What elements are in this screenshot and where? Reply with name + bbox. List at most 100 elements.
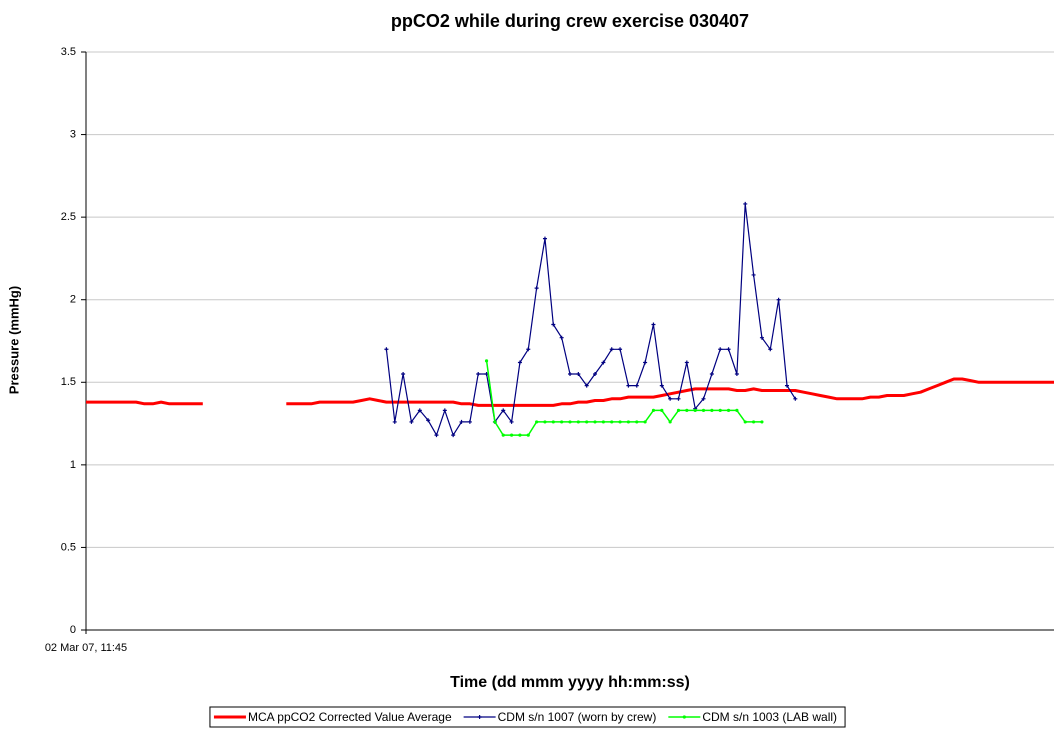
legend-label: MCA ppCO2 Corrected Value Average xyxy=(248,710,452,724)
point-marker xyxy=(585,420,589,424)
point-marker xyxy=(543,420,547,424)
point-marker xyxy=(501,408,506,413)
point-marker xyxy=(426,418,431,423)
point-marker xyxy=(576,372,581,377)
point-marker xyxy=(417,408,422,413)
y-tick-label: 0.5 xyxy=(61,541,76,553)
point-marker xyxy=(635,420,639,424)
y-tick-label: 0 xyxy=(70,624,76,636)
point-marker xyxy=(409,419,414,424)
point-marker xyxy=(634,383,639,388)
point-marker xyxy=(576,420,580,424)
series-group xyxy=(86,377,1054,407)
point-marker xyxy=(610,420,614,424)
point-marker xyxy=(743,420,747,424)
point-marker xyxy=(442,408,447,413)
point-marker xyxy=(760,420,764,424)
point-marker xyxy=(392,419,397,424)
legend-item: CDM s/n 1007 (worn by crew) xyxy=(463,710,657,724)
chart-title: ppCO2 while during crew exercise 030407 xyxy=(391,11,749,31)
point-marker xyxy=(701,396,706,401)
point-marker xyxy=(776,297,781,302)
y-tick-label: 1 xyxy=(70,459,76,471)
point-marker xyxy=(451,433,456,438)
series-group xyxy=(484,359,764,437)
point-marker xyxy=(676,408,681,412)
point-marker xyxy=(534,286,539,291)
y-tick-label: 1.5 xyxy=(61,376,76,388)
point-marker xyxy=(709,372,714,377)
x-axis-title: Time (dd mmm yyyy hh:mm:ss) xyxy=(450,674,690,691)
point-marker xyxy=(682,715,686,719)
point-marker xyxy=(743,201,748,206)
point-marker xyxy=(626,420,631,424)
point-marker xyxy=(726,408,731,412)
point-marker xyxy=(626,383,631,388)
point-marker xyxy=(643,360,648,365)
point-marker xyxy=(551,322,556,327)
point-marker xyxy=(651,322,656,327)
point-marker xyxy=(609,347,614,352)
point-marker xyxy=(401,372,406,377)
point-marker xyxy=(517,360,522,365)
point-marker xyxy=(601,360,606,365)
point-marker xyxy=(467,419,472,424)
point-marker xyxy=(643,420,647,424)
point-marker xyxy=(568,372,572,377)
y-tick-label: 3.5 xyxy=(61,46,76,58)
legend-label: CDM s/n 1003 (LAB wall) xyxy=(702,710,837,724)
point-marker xyxy=(584,383,589,388)
point-marker xyxy=(684,360,689,365)
x-tick-label: 02 Mar 07, 11:45 xyxy=(45,642,127,654)
point-marker xyxy=(651,408,656,412)
point-marker xyxy=(668,420,672,424)
y-tick-label: 2.5 xyxy=(61,211,76,223)
point-marker xyxy=(484,359,489,363)
point-marker xyxy=(693,408,697,412)
point-marker xyxy=(551,420,555,424)
point-marker xyxy=(384,347,389,352)
point-marker xyxy=(685,408,689,412)
point-marker xyxy=(751,420,756,424)
legend-label: CDM s/n 1007 (worn by crew) xyxy=(498,710,657,724)
point-marker xyxy=(701,408,706,412)
point-marker xyxy=(734,372,739,377)
point-marker xyxy=(493,420,497,424)
point-marker xyxy=(784,383,789,388)
point-marker xyxy=(535,420,539,424)
point-marker xyxy=(726,347,731,352)
point-marker xyxy=(509,433,514,437)
point-marker xyxy=(768,347,773,352)
point-marker xyxy=(618,347,623,352)
point-marker xyxy=(568,420,572,424)
series-line xyxy=(86,377,1054,407)
point-marker xyxy=(526,433,530,437)
legend-item: CDM s/n 1003 (LAB wall) xyxy=(668,710,837,724)
point-marker xyxy=(459,419,464,424)
point-marker xyxy=(659,383,664,388)
series-group xyxy=(384,201,798,438)
point-marker xyxy=(501,433,505,437)
point-marker xyxy=(476,372,481,377)
series-line xyxy=(485,360,762,436)
point-marker xyxy=(751,272,756,277)
point-marker xyxy=(518,433,522,437)
point-marker xyxy=(710,408,714,412)
legend-box xyxy=(209,706,846,728)
point-marker xyxy=(526,347,531,352)
y-axis-title: Pressure (mmHg) xyxy=(6,286,21,394)
y-tick-label: 2 xyxy=(70,294,76,306)
point-marker xyxy=(676,396,681,401)
point-marker xyxy=(477,715,482,719)
point-marker xyxy=(542,236,547,241)
point-marker xyxy=(593,372,598,377)
point-marker xyxy=(759,335,764,340)
point-marker xyxy=(593,420,597,424)
point-marker xyxy=(559,335,564,340)
point-marker xyxy=(718,408,722,412)
point-marker xyxy=(560,420,564,424)
point-marker xyxy=(793,396,798,401)
point-marker xyxy=(434,433,439,438)
y-tick-label: 3 xyxy=(70,128,76,140)
